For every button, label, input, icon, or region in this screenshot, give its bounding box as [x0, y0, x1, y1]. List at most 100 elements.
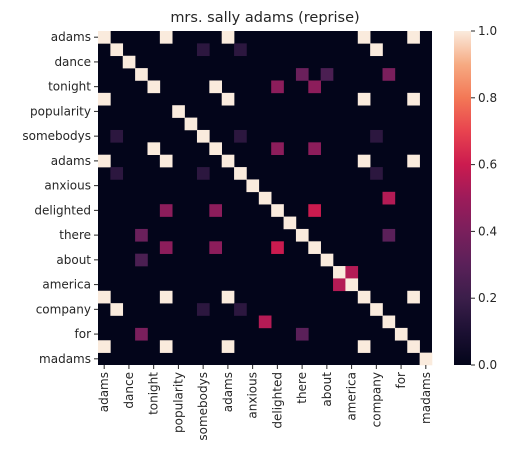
heatmap-cell	[196, 303, 210, 316]
heatmap-cell	[394, 327, 408, 341]
heatmap-cell	[159, 31, 173, 44]
heatmap-cell	[370, 129, 383, 143]
heatmap-cell	[98, 92, 111, 106]
heatmap-cell	[196, 43, 210, 57]
heatmap-cell	[295, 68, 309, 81]
heatmap-cell	[271, 241, 284, 254]
colorbar-tick-label: 0.0	[478, 358, 497, 372]
y-tick-label: adams	[51, 154, 91, 168]
x-tick-label: somebodys	[196, 372, 210, 441]
heatmap-cell	[98, 290, 111, 304]
heatmap-cell	[333, 278, 346, 292]
heatmap-cell	[370, 303, 383, 316]
x-tick-labels: adams dance tonight popularity somebodys adam…	[97, 365, 433, 441]
heatmap-cell	[209, 241, 222, 254]
heatmap-cell	[407, 154, 420, 168]
heatmap-cell	[209, 142, 222, 155]
colorbar-tick-label: 0.8	[478, 91, 497, 105]
heatmap-cell	[209, 204, 222, 217]
y-tick-label: america	[42, 278, 91, 292]
colorbar-tick-label: 1.0	[478, 24, 497, 38]
heatmap-cell	[382, 315, 396, 329]
heatmap-cell	[221, 92, 235, 106]
heatmap-cell	[209, 80, 222, 94]
heatmap-cell	[196, 129, 210, 143]
heatmap-cell	[419, 352, 433, 366]
heatmap-cell	[234, 129, 247, 143]
colorbar-tick-label: 0.6	[478, 158, 497, 172]
heatmap-cell	[147, 80, 161, 94]
heatmap-cell	[110, 303, 124, 316]
heatmap-cell	[271, 80, 284, 94]
heatmap-cell	[271, 142, 284, 155]
colorbar-tick-label: 0.2	[478, 291, 497, 305]
y-tick-label: somebodys	[22, 129, 91, 143]
heatmap-cells	[98, 31, 433, 366]
heatmap-cell	[320, 253, 334, 267]
colorbar-gradient	[454, 31, 471, 365]
heatmap-cell	[407, 290, 420, 304]
heatmap-cell	[308, 142, 321, 155]
x-tick-label: anxious	[246, 372, 260, 419]
heatmap-cell	[295, 327, 309, 341]
heatmap-cell	[110, 129, 124, 143]
heatmap-cell	[221, 340, 235, 353]
x-tick-label: about	[320, 372, 334, 407]
heatmap-cell	[382, 228, 396, 242]
y-tick-label: popularity	[30, 104, 91, 118]
x-tick-label: there	[295, 372, 309, 404]
y-tick-label: about	[56, 253, 91, 267]
heatmap-cell	[234, 303, 247, 316]
heatmap-cell	[172, 105, 185, 118]
heatmap-cell	[135, 228, 148, 242]
heatmap-cell	[98, 154, 111, 168]
x-tick-label: madams	[419, 372, 433, 424]
heatmap-cell	[271, 204, 284, 217]
heatmap-cell	[283, 216, 297, 230]
heatmap-cell	[135, 68, 148, 81]
heatmap-cell	[382, 191, 396, 205]
y-tick-label: tonight	[48, 80, 91, 94]
heatmap-cell	[258, 315, 272, 329]
heatmap-cell	[407, 92, 420, 106]
heatmap-cell	[246, 179, 260, 193]
y-tick-label: dance	[54, 55, 91, 69]
heatmap-cell	[184, 117, 198, 131]
heatmap-cell	[295, 228, 309, 242]
heatmap-cell	[308, 80, 321, 94]
heatmap-cell	[308, 204, 321, 217]
x-tick-label: for	[394, 372, 408, 389]
heatmap-cell	[234, 43, 247, 57]
heatmap-cell	[370, 167, 383, 180]
heatmap-cell	[110, 167, 124, 180]
heatmap-cell	[357, 340, 371, 353]
heatmap-cell	[308, 241, 321, 254]
heatmap-cell	[135, 253, 148, 267]
y-tick-label: there	[59, 228, 91, 242]
y-tick-labels: adams dance tonight popularity somebodys adam…	[22, 30, 98, 366]
y-tick-label: delighted	[34, 203, 91, 217]
heatmap-cell	[370, 43, 383, 57]
heatmap-cell	[234, 167, 247, 180]
heatmap-cell	[159, 154, 173, 168]
heatmap-cell	[333, 266, 346, 279]
heatmap-cell	[221, 31, 235, 44]
x-tick-label: adams	[221, 372, 235, 412]
heatmap-cell	[407, 340, 420, 353]
heatmap-cell	[382, 68, 396, 81]
x-tick-label: adams	[97, 372, 111, 412]
heatmap-cell	[221, 290, 235, 304]
heatmap-cell	[196, 167, 210, 180]
heatmap-cell	[407, 31, 420, 44]
y-tick-label: adams	[51, 30, 91, 44]
heatmap-cell	[159, 290, 173, 304]
chart-title: mrs. sally adams (reprise)	[170, 10, 359, 26]
heatmap-cell	[122, 55, 136, 69]
x-tick-label: tonight	[147, 372, 161, 415]
y-tick-label: anxious	[44, 179, 91, 193]
heatmap-cell	[110, 43, 124, 57]
heatmap-cell	[135, 327, 148, 341]
heatmap-cell	[159, 340, 173, 353]
x-tick-label: company	[369, 372, 383, 427]
